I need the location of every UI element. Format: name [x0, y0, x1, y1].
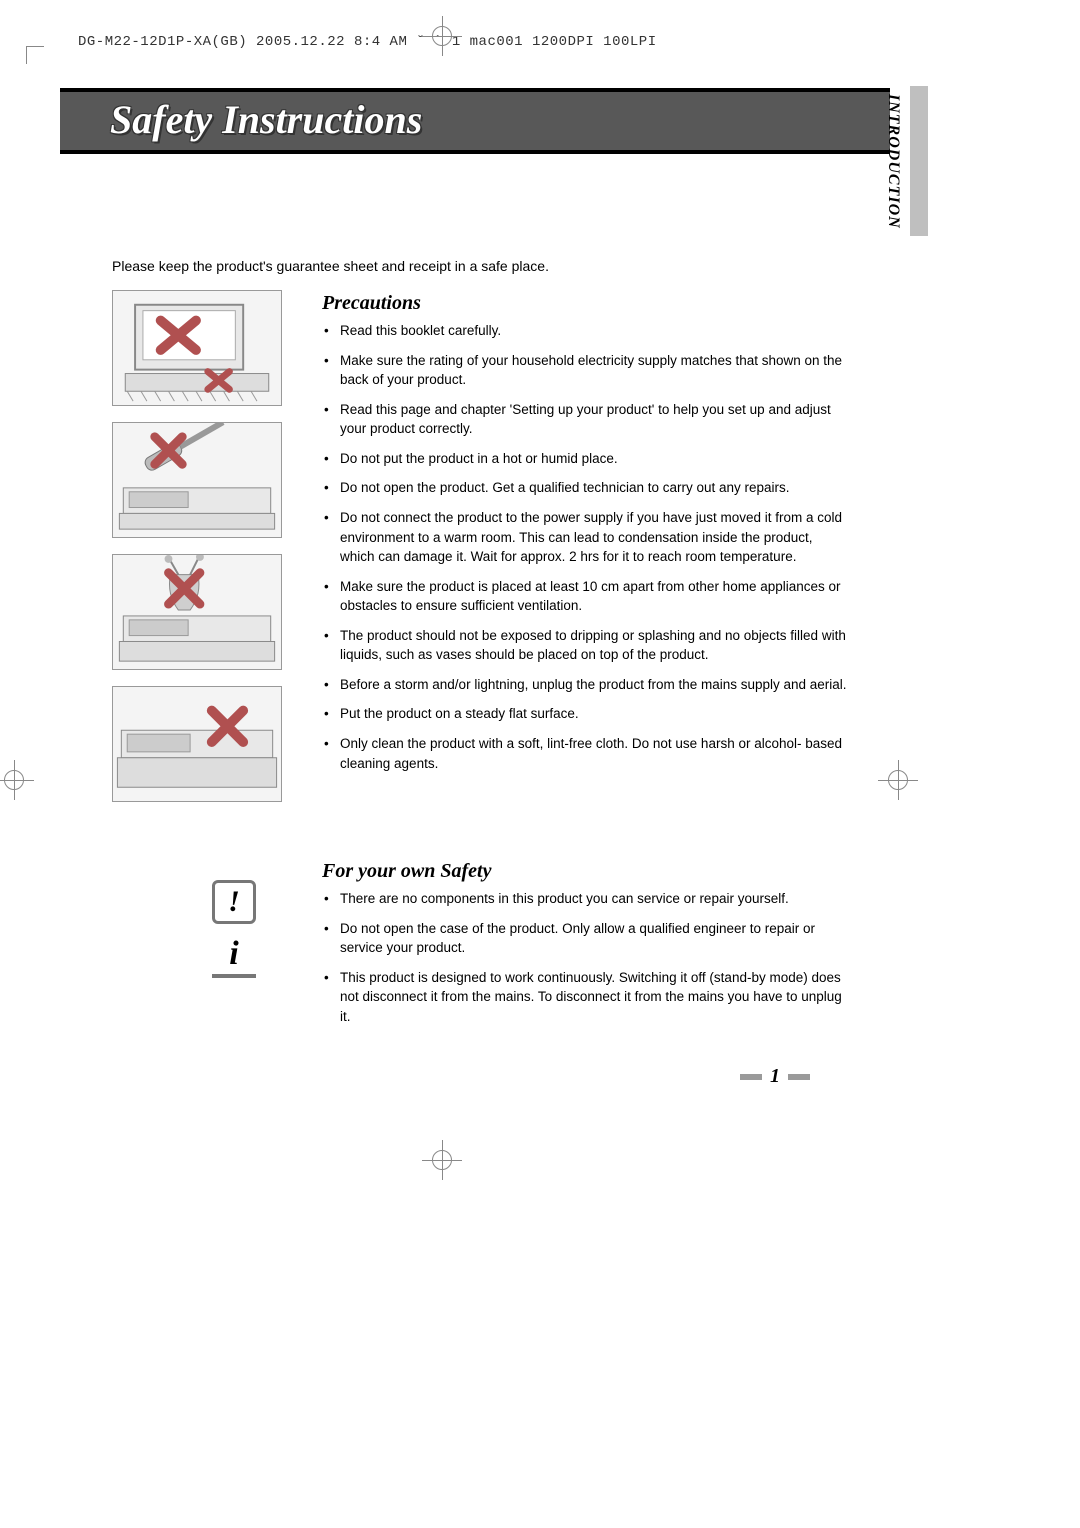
precautions-list: Read this booklet carefully. Make sure t…: [322, 321, 850, 773]
print-header-strip: DG-M22-12D1P-XA(GB) 2005.12.22 8:4 AM ˘ …: [78, 34, 657, 50]
list-item: The product should not be exposed to dri…: [322, 626, 850, 665]
list-item: Put the product on a steady flat surface…: [322, 704, 850, 724]
section-tab: INTRODUCTION: [884, 94, 902, 229]
list-item: Before a storm and/or lightning, unplug …: [322, 675, 850, 695]
list-item: Make sure the rating of your household e…: [322, 351, 850, 390]
illustration-screwdriver-icon: [112, 422, 282, 538]
registration-mark-icon: [0, 760, 34, 800]
list-item: Read this booklet carefully.: [322, 321, 850, 341]
caution-box-icon: !: [212, 880, 256, 924]
crop-mark-icon: [26, 46, 44, 64]
list-item: There are no components in this product …: [322, 889, 850, 909]
list-item: Read this page and chapter 'Setting up y…: [322, 400, 850, 439]
info-icon: i: [212, 934, 256, 978]
safety-section: ! i For your own Safety There are no com…: [112, 818, 850, 1026]
list-item: Do not open the case of the product. Onl…: [322, 919, 850, 958]
page-number: 1: [732, 1065, 818, 1088]
list-item: Do not open the product. Get a qualified…: [322, 478, 850, 498]
illustration-vase-on-player-icon: [112, 554, 282, 670]
safety-heading: For your own Safety: [322, 860, 850, 883]
registration-mark-icon: [422, 1140, 462, 1180]
page-title: Safety Instructions: [110, 96, 422, 143]
list-item: Do not connect the product to the power …: [322, 508, 850, 567]
page-content: Safety Instructions INTRODUCTION Please …: [60, 70, 890, 1070]
safety-icon-column: ! i: [112, 858, 286, 988]
intro-text: Please keep the product's guarantee shee…: [112, 258, 549, 274]
precautions-heading: Precautions: [322, 292, 850, 315]
illustration-tv-on-player-icon: [112, 290, 282, 406]
list-item: Make sure the product is placed at least…: [322, 577, 850, 616]
list-item: This product is designed to work continu…: [322, 968, 850, 1027]
registration-mark-icon: [422, 16, 462, 56]
list-item: Only clean the product with a soft, lint…: [322, 734, 850, 773]
illustration-player-standalone-icon: [112, 686, 282, 802]
safety-list: There are no components in this product …: [322, 889, 850, 1026]
illustration-column: [112, 290, 286, 818]
title-band: Safety Instructions: [60, 88, 890, 162]
content-area: Precautions Read this booklet carefully.…: [112, 290, 850, 1036]
precautions-text: Precautions Read this booklet carefully.…: [322, 292, 850, 773]
list-item: Do not put the product in a hot or humid…: [322, 449, 850, 469]
